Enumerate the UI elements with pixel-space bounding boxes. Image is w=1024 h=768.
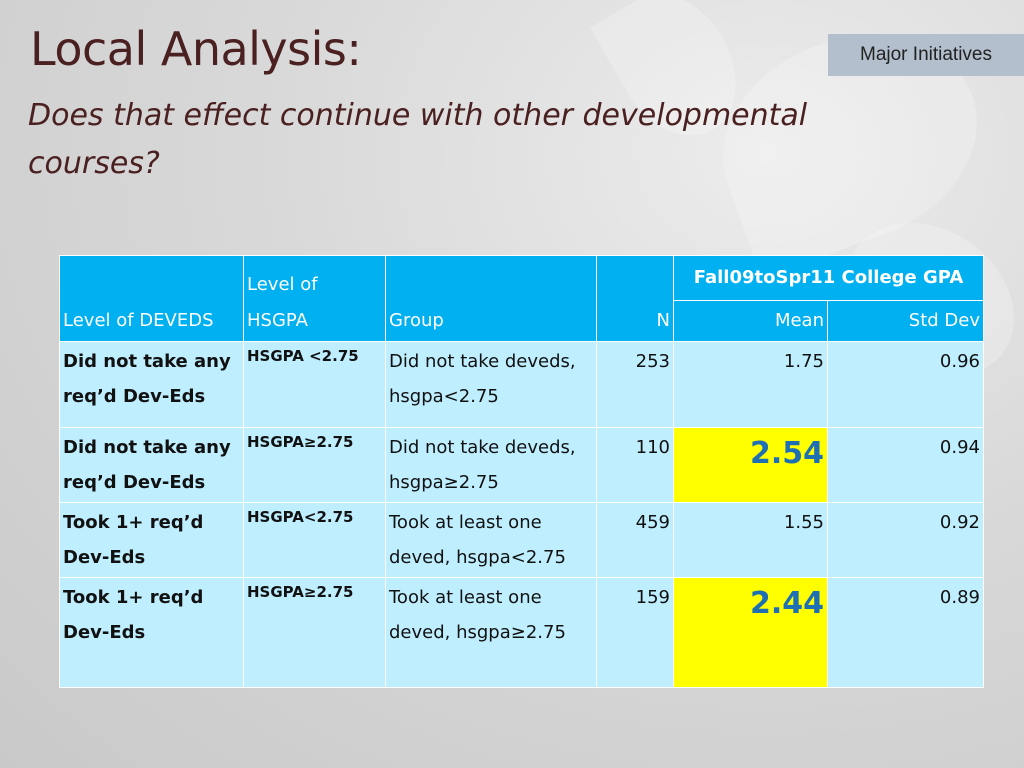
header-college-gpa: Fall09toSpr11 College GPA	[673, 255, 984, 301]
table-row: Did not take any req’d Dev-Eds HSGPA≥2.7…	[59, 427, 984, 503]
cell-std-dev: 0.96	[827, 341, 984, 428]
header-n: N	[596, 255, 674, 342]
header-mean: Mean	[673, 300, 828, 342]
table-row: Took 1+ req’d Dev-Eds HSGPA<2.75 Took at…	[59, 502, 984, 578]
cell-level: Took 1+ req’d Dev-Eds	[59, 577, 244, 688]
slide-title: Local Analysis:	[30, 22, 362, 76]
cell-mean-highlighted: 2.54	[673, 427, 828, 503]
cell-n: 159	[596, 577, 674, 688]
header-level-hsgpa: Level of HSGPA	[243, 255, 386, 342]
cell-level: Took 1+ req’d Dev-Eds	[59, 502, 244, 578]
cell-std-dev: 0.94	[827, 427, 984, 503]
cell-hsgpa: HSGPA <2.75	[243, 341, 386, 428]
cell-mean: 1.75	[673, 341, 828, 428]
cell-group: Took at least one deved, hsgpa≥2.75	[385, 577, 597, 688]
cell-level: Did not take any req’d Dev-Eds	[59, 427, 244, 503]
cell-n: 253	[596, 341, 674, 428]
section-badge: Major Initiatives	[828, 34, 1024, 76]
cell-std-dev: 0.89	[827, 577, 984, 688]
cell-level: Did not take any req’d Dev-Eds	[59, 341, 244, 428]
header-group: Group	[385, 255, 597, 342]
cell-hsgpa: HSGPA<2.75	[243, 502, 386, 578]
cell-hsgpa: HSGPA≥2.75	[243, 577, 386, 688]
cell-n: 459	[596, 502, 674, 578]
header-std-dev: Std Dev	[827, 300, 984, 342]
cell-mean: 1.55	[673, 502, 828, 578]
cell-group: Took at least one deved, hsgpa<2.75	[385, 502, 597, 578]
table-row: Did not take any req’d Dev-Eds HSGPA <2.…	[59, 341, 984, 428]
slide-subtitle: Does that effect continue with other dev…	[28, 98, 808, 181]
header-level-deveds: Level of DEVEDS	[59, 255, 244, 342]
cell-n: 110	[596, 427, 674, 503]
cell-group: Did not take deveds, hsgpa≥2.75	[385, 427, 597, 503]
gpa-table: Level of DEVEDS Level of HSGPA Group N F…	[59, 255, 984, 688]
cell-std-dev: 0.92	[827, 502, 984, 578]
cell-group: Did not take deveds, hsgpa<2.75	[385, 341, 597, 428]
cell-hsgpa: HSGPA≥2.75	[243, 427, 386, 503]
table-row: Took 1+ req’d Dev-Eds HSGPA≥2.75 Took at…	[59, 577, 984, 688]
cell-mean-highlighted: 2.44	[673, 577, 828, 688]
